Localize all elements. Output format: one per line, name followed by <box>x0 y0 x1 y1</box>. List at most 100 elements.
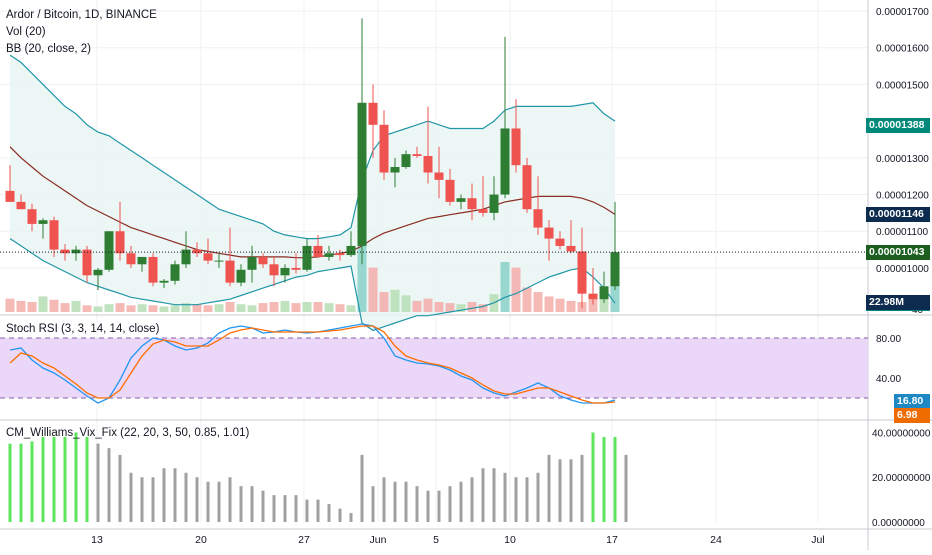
stoch-legend[interactable]: Stoch RSI (3, 3, 14, 14, close) <box>6 323 160 335</box>
vix-bar <box>404 481 408 522</box>
candle-body <box>71 249 81 254</box>
volume-bar <box>313 302 323 312</box>
candle-body <box>533 209 543 228</box>
price-axis-tag: 0.00001146 <box>866 206 930 222</box>
candle-body <box>566 245 576 252</box>
volume-bar <box>555 298 565 312</box>
vix-bar <box>448 486 452 522</box>
bollinger-band-lines <box>9 54 616 332</box>
volume-bar <box>38 296 48 312</box>
price-tick-label: 0.00001700 <box>876 7 929 18</box>
stoch-tick-label: 40.00 <box>876 374 901 385</box>
vix-bar <box>195 477 199 522</box>
vix-bar <box>371 486 375 522</box>
volume-bar <box>82 305 92 312</box>
volume-bar <box>280 300 290 312</box>
vix-bar <box>30 441 34 522</box>
volume-bar <box>104 304 114 312</box>
price-tick-label: 0.00001600 <box>876 44 929 55</box>
vix-bar <box>514 477 518 522</box>
main-legend[interactable]: Ardor / Bitcoin, 1D, BINANCE Vol (20) BB… <box>6 7 157 58</box>
candle-body <box>346 245 356 256</box>
time-tick-label: Jun <box>370 534 387 546</box>
time-tick-label: 24 <box>710 534 722 546</box>
price-tick-label: 0.00001500 <box>876 80 929 91</box>
volume-bar <box>170 305 180 312</box>
candle-body <box>225 260 235 283</box>
volume-bar <box>511 267 521 312</box>
candle-body <box>379 124 389 173</box>
vix-bar <box>459 481 463 522</box>
volume-bar <box>445 303 455 312</box>
vix-bar <box>173 468 177 522</box>
volume-bar <box>148 305 158 312</box>
vol-legend[interactable]: Vol (20) <box>6 26 46 38</box>
time-tick-label: 17 <box>606 534 618 546</box>
volume-bar <box>247 305 257 312</box>
candle-body <box>511 128 521 166</box>
vix-bar <box>294 495 298 522</box>
candle-body <box>192 249 202 254</box>
vix-tick-label: 20.00000000 <box>872 473 931 484</box>
bb-basis-line <box>9 146 616 259</box>
vix-bar <box>613 436 617 522</box>
time-tick-label: 27 <box>298 534 310 546</box>
volume-bar <box>500 262 510 312</box>
volume-bar <box>599 298 609 312</box>
candle-body <box>401 154 411 168</box>
candle-body <box>82 249 92 276</box>
candle-body <box>115 231 125 254</box>
price-tick-label: 0.00001300 <box>876 154 929 165</box>
vix-bar <box>239 486 243 522</box>
volume-bar <box>203 305 213 312</box>
vix-legend[interactable]: CM_Williams_Vix_Fix (22, 20, 3, 50, 0.85… <box>6 427 250 439</box>
vix-bar <box>151 477 155 522</box>
vix-bar <box>283 495 287 522</box>
volume-bar <box>236 304 246 312</box>
volume-bar <box>390 289 400 312</box>
volume-bar <box>324 303 334 312</box>
candle-body <box>16 201 26 210</box>
volume-bar <box>423 298 433 312</box>
vix-bar <box>492 468 496 522</box>
vix-tick-label: 40.00000000 <box>872 428 931 439</box>
vix-bar <box>41 436 45 522</box>
stoch-tick-label: 80.00 <box>876 334 901 345</box>
vix-bar <box>228 477 232 522</box>
candle-body <box>610 252 620 287</box>
candle-body <box>181 249 191 265</box>
vix-bar <box>74 432 78 522</box>
candle-body <box>555 238 565 246</box>
candle-body <box>27 209 37 224</box>
vix-bar <box>206 481 210 522</box>
volume-bar <box>291 303 301 312</box>
volume-bar <box>566 300 576 312</box>
vix-bar <box>415 486 419 522</box>
volume-bar <box>533 292 543 312</box>
candle-body <box>324 253 334 257</box>
vix-bar <box>437 490 441 522</box>
volume-bar <box>434 302 444 312</box>
candle-body <box>291 267 301 270</box>
volume-bar <box>478 304 488 312</box>
volume-bar <box>137 304 147 312</box>
candle-body <box>214 260 224 262</box>
vix-bar <box>118 454 122 522</box>
volume-bar <box>588 297 598 312</box>
vix-bar <box>602 436 606 522</box>
candle-body <box>478 209 488 213</box>
candle-body <box>137 256 147 265</box>
volume-bar <box>302 302 312 312</box>
volume-bar <box>269 302 279 312</box>
main-title[interactable]: Ardor / Bitcoin, 1D, BINANCE <box>6 9 157 21</box>
candle-body <box>104 231 114 270</box>
candle-body <box>5 190 15 202</box>
bb-legend[interactable]: BB (20, close, 2) <box>6 43 92 55</box>
candle-body <box>577 251 587 294</box>
vix-bar <box>382 477 386 522</box>
volume-bar <box>346 305 356 312</box>
candle-body <box>313 245 323 257</box>
candle-body <box>159 280 169 283</box>
